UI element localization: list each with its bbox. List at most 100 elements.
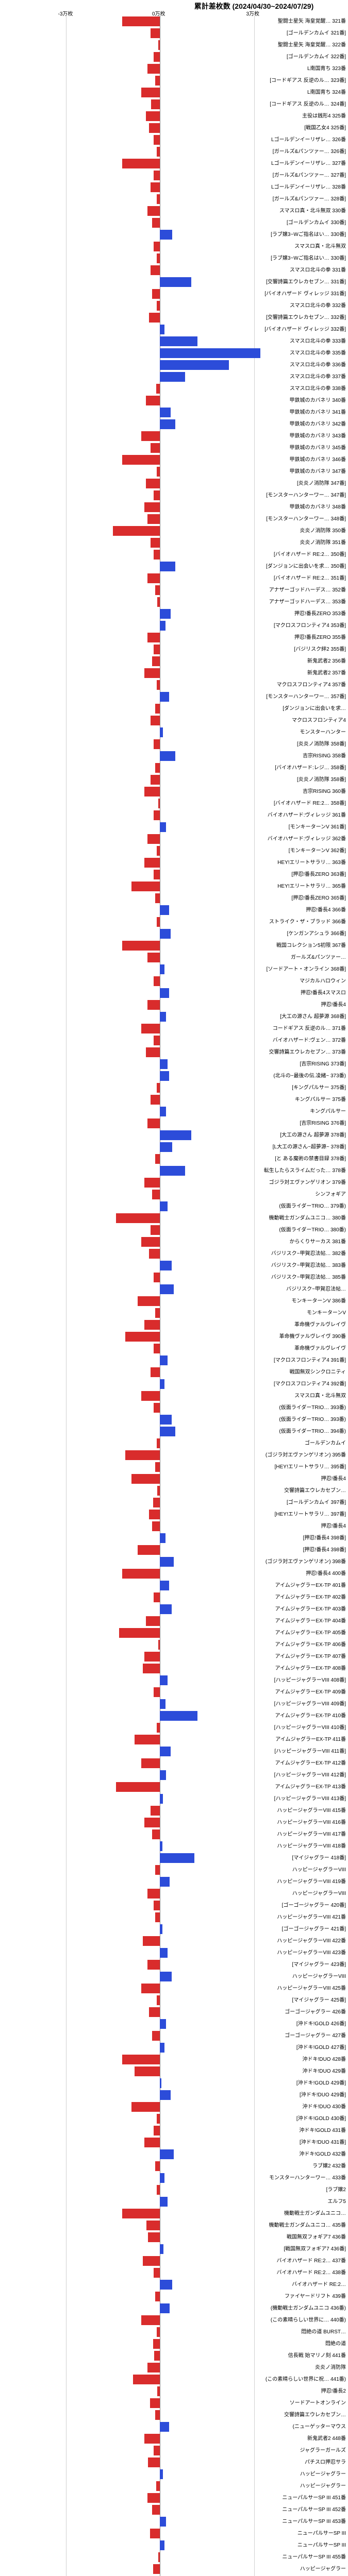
bar [116,1782,160,1792]
bar [160,1284,174,1294]
bar [154,2126,160,2136]
row-label: HEY!エリートサラリ… 363番 [188,857,348,869]
bar [122,16,160,26]
row-label: Lゴールデンイーリザレ… 326番 [188,134,348,146]
bar-row: [交響詩篇エウレカセブン… 332番] [0,312,348,324]
row-label: バジリスク~甲賀忍法帖… 382番 [188,1248,348,1260]
bar [155,893,160,903]
row-label: [バイオハザード ヴィレッジ 331番] [188,288,348,300]
row-label: [交響詩篇エウレカセブン… 331番] [188,276,348,288]
bar-row: 押忍!番長2 [0,2385,348,2397]
bar-row: からくりサーカス 381番 [0,1236,348,1248]
bar-row: バイオハザード RE:2… [0,2279,348,2291]
row-label: [ハッピージャグラーVIII 410番] [188,1722,348,1734]
row-label: ハッピージャグラー [188,2563,348,2575]
bar [150,2398,160,2408]
bar-row: [沖ドキ!GOLD 430番] [0,2113,348,2125]
bar-row: (ニューゲッターマウス [0,2421,348,2433]
bar [160,1581,169,1590]
bar [149,1510,160,1519]
row-label: [バイオハザード:レジ… 358番] [188,762,348,774]
row-label: アイムジャグラーEX-TP 407番 [188,1651,348,1663]
bar-row: 悶絶の道 BURST… [0,2326,348,2338]
bar [160,1853,194,1863]
row-label: [マクロスフロンティア4 392番] [188,1378,348,1390]
bar-row: アイムジャグラーEX-TP 410番 [0,1710,348,1722]
row-label: パチスロ押忍サラ [188,2456,348,2468]
bar-row: [沖ドキ!DUO 429番] [0,2089,348,2101]
row-label: [と ある魔術の禁書目録 378番] [188,1153,348,1165]
row-label: ハッピージャグラーVIII 417番 [188,1828,348,1840]
bar-row: HEY!エリートサラリ… 363番 [0,857,348,869]
row-label: ハッピージャグラーVIII 422番 [188,1935,348,1947]
bar [122,941,160,951]
row-label: 炎炎ノ消防隊 350番 [188,525,348,537]
bar [146,1047,160,1057]
bar [144,1818,160,1827]
bar-row: バイオハザード:ヴェン… 372番 [0,1035,348,1046]
row-label: [モンキーターンV 362番] [188,845,348,857]
bar [154,1273,160,1282]
bar-row: [マクロスフロンティア4 353番] [0,620,348,632]
bar [160,2422,169,2432]
row-label: L南国育ち 324番 [188,87,348,98]
bar [131,1474,160,1484]
bar-row: ハッピージャグラーVIII 419番 [0,1876,348,1888]
bar [138,1296,160,1306]
bar-row: 新鬼武者2 357番 [0,667,348,679]
bar-row: (この素晴らしい世界に祝… 441番) [0,2374,348,2385]
row-label: アナザーゴッドハーデス… 352番 [188,584,348,596]
row-label: [沖ドキ!GOLD 427番] [188,2042,348,2054]
row-label: HEY!エリートサラリ… 365番 [188,880,348,892]
bar-row: [モンキーターンV 362番] [0,845,348,857]
row-label: 機動戦士ガンダムユニコ… 435番 [188,2219,348,2231]
bar-row: 押忍!番長4スマスロ [0,987,348,999]
bar [147,1960,160,1970]
row-label: (ゴジラ対エヴァンゲリオン) 398番 [188,1556,348,1568]
bar [151,443,160,453]
bar-row: 信長戦 始マリノ刻 441番 [0,2350,348,2362]
bar [147,1000,160,1010]
bar [149,123,160,133]
row-label: [マイジャグラー 423番] [188,1959,348,1971]
bar-row: ストライク・ザ・ブラッド 366番 [0,916,348,928]
row-label: [吉宗RISING 376番] [188,1117,348,1129]
row-label: [マクロスフロンティア4 391番] [188,1354,348,1366]
row-label: [ソードアート・オンライン 368番] [188,963,348,975]
bar-row: 吉宗RISING 360番 [0,786,348,798]
bar [160,2019,166,2029]
bar [144,668,160,678]
bar [160,2173,164,2183]
bar [146,2221,160,2230]
bar-row: ゴールデンカムイ [0,1437,348,1449]
bar-row: 甲鉄城のカバネリ 341番 [0,406,348,418]
bar [147,2493,160,2503]
bar-row: バイオハザード RE:2… 437番 [0,2255,348,2267]
row-label: ハッピージャグラーVIII 421番 [188,1911,348,1923]
bar-row: (仮面ライダーTRIO… 379番) [0,1200,348,1212]
bar-row: ハッピージャグラーVIII 416番 [0,1817,348,1828]
row-label: スマスロ真・北斗無双 [188,241,348,252]
bar-row: 甲鉄城のカバネリ 340番 [0,395,348,406]
bar-row: アイムジャグラーEX-TP 412番 [0,1757,348,1769]
bar-row: L南国育ち 324番 [0,87,348,98]
bar [160,929,171,939]
row-label: スマスロ北斗の拳 332番 [188,300,348,312]
row-label: 新鬼武者2 357番 [188,667,348,679]
row-label: [交響詩篇エウレカセブン… 332番] [188,312,348,324]
row-label: (ゴジラ対エヴァンゲリオン) 395番 [188,1449,348,1461]
bar [141,2315,160,2325]
bar [152,218,160,228]
row-label: 押忍!番長2 [188,2385,348,2397]
bar-row: [バジリスク絆2 355番] [0,643,348,655]
bar [160,2540,164,2550]
bar [157,917,160,927]
bar [152,2031,160,2041]
bar-row: [ゴーゴージャグラー 420番] [0,1900,348,1911]
bar [160,1877,170,1887]
row-label: (仮面ライダーTRIO… 393番) [188,1402,348,1414]
row-label: 甲鉄城のカバネリ 346番 [188,454,348,466]
bar [149,313,160,323]
bar [154,870,160,879]
bar-row: [押忍!番長4 398番] [0,1532,348,1544]
